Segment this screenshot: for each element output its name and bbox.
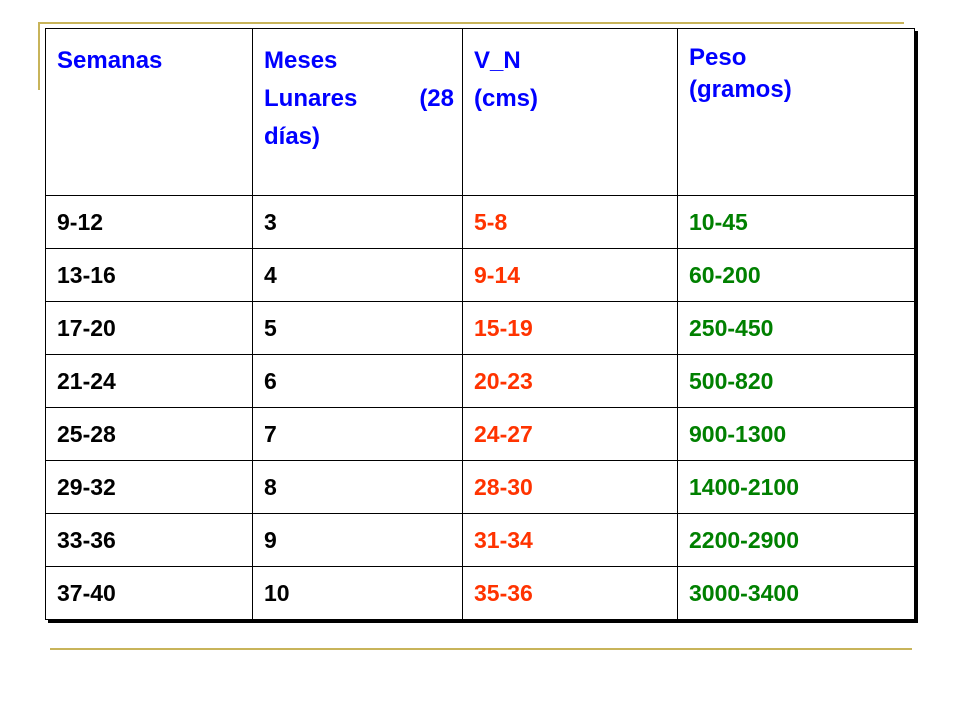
meses-cell: 9 xyxy=(252,513,463,567)
header-vn-line1: V_N xyxy=(474,47,521,74)
header-peso: Peso (gramos) xyxy=(677,28,915,196)
table-row: 33-36 9 31-34 2200-2900 xyxy=(45,513,915,567)
peso-cell: 500-820 xyxy=(677,354,915,408)
semanas-cell: 9-12 xyxy=(45,195,253,249)
peso-cell: 10-45 xyxy=(677,195,915,249)
header-peso-line1: Peso xyxy=(689,44,747,71)
semanas-cell: 13-16 xyxy=(45,248,253,302)
semanas-cell: 29-32 xyxy=(45,460,253,514)
peso-cell: 900-1300 xyxy=(677,407,915,461)
peso-cell: 2200-2900 xyxy=(677,513,915,567)
table-row: 29-32 8 28-30 1400-2100 xyxy=(45,460,915,514)
meses-cell: 3 xyxy=(252,195,463,249)
peso-cell: 1400-2100 xyxy=(677,460,915,514)
table-row: 25-28 7 24-27 900-1300 xyxy=(45,407,915,461)
meses-cell: 10 xyxy=(252,566,463,620)
vn-cell: 28-30 xyxy=(462,460,678,514)
meses-cell: 5 xyxy=(252,301,463,355)
peso-cell: 250-450 xyxy=(677,301,915,355)
header-vn-line2: (cms) xyxy=(474,85,539,112)
semanas-cell: 17-20 xyxy=(45,301,253,355)
table-row: 17-20 5 15-19 250-450 xyxy=(45,301,915,355)
header-semanas: Semanas xyxy=(45,28,253,196)
header-meses-line3: días) xyxy=(264,123,321,150)
header-row: Semanas Meses Lunares (28 días) V_N (cms… xyxy=(45,28,915,196)
header-meses-line2: Lunares (28 xyxy=(264,85,454,112)
vn-cell: 5-8 xyxy=(462,195,678,249)
peso-cell: 3000-3400 xyxy=(677,566,915,620)
header-peso-line2: (gramos) xyxy=(689,76,792,103)
meses-cell: 6 xyxy=(252,354,463,408)
semanas-cell: 33-36 xyxy=(45,513,253,567)
meses-cell: 7 xyxy=(252,407,463,461)
semanas-cell: 25-28 xyxy=(45,407,253,461)
semanas-cell: 37-40 xyxy=(45,566,253,620)
header-meses-line1: Meses xyxy=(264,47,338,74)
gestation-table: Semanas Meses Lunares (28 días) V_N (cms… xyxy=(45,28,915,620)
meses-cell: 8 xyxy=(252,460,463,514)
left-decor-tick xyxy=(38,22,40,90)
header-vn: V_N (cms) xyxy=(462,28,678,196)
top-decor-line xyxy=(38,22,904,24)
vn-cell: 24-27 xyxy=(462,407,678,461)
vn-cell: 15-19 xyxy=(462,301,678,355)
header-semanas-label: Semanas xyxy=(57,47,163,74)
bottom-decor-line xyxy=(50,648,912,650)
header-meses: Meses Lunares (28 días) xyxy=(252,28,463,196)
table-row: 9-12 3 5-8 10-45 xyxy=(45,195,915,249)
vn-cell: 31-34 xyxy=(462,513,678,567)
semanas-cell: 21-24 xyxy=(45,354,253,408)
table-row: 13-16 4 9-14 60-200 xyxy=(45,248,915,302)
table-row: 37-40 10 35-36 3000-3400 xyxy=(45,566,915,620)
meses-cell: 4 xyxy=(252,248,463,302)
table-row: 21-24 6 20-23 500-820 xyxy=(45,354,915,408)
vn-cell: 9-14 xyxy=(462,248,678,302)
vn-cell: 35-36 xyxy=(462,566,678,620)
vn-cell: 20-23 xyxy=(462,354,678,408)
peso-cell: 60-200 xyxy=(677,248,915,302)
